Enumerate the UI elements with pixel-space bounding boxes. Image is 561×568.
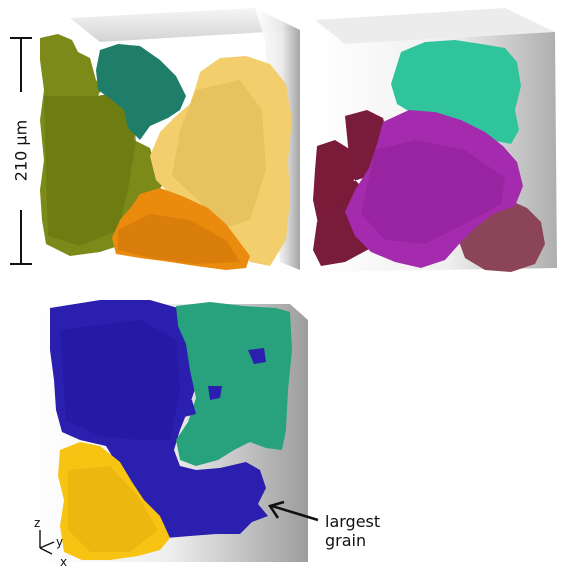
annotation-label: largest grain (325, 512, 405, 550)
bounding-box-top (315, 8, 555, 44)
grain-orange-shade (118, 214, 240, 264)
annotation-line-1: largest (325, 512, 381, 531)
grain-magenta-shade (361, 140, 505, 244)
scale-bar: 210 µm (0, 30, 40, 270)
grain-gold-shade (68, 466, 158, 552)
annotation-arrow (262, 498, 322, 528)
scale-bar-graphic (10, 37, 32, 265)
axis-x-label: x (60, 555, 67, 568)
grain-render-bottom: z y x (32, 300, 308, 568)
grain-panel-top-right (305, 0, 561, 285)
grain-green-teal (176, 302, 292, 466)
grain-navy-shade (60, 320, 180, 440)
grain-teal-dark (96, 44, 186, 140)
grain-panel-bottom: z y x (20, 290, 310, 568)
arrow-icon (268, 500, 319, 522)
grain-render-top-right (313, 8, 557, 272)
grain-green-teal-holes (176, 348, 266, 418)
grain-maroon-left (313, 140, 357, 228)
grain-olive-shade (44, 92, 136, 246)
scale-bar-label: 210 µm (11, 119, 31, 182)
grain-panel-top-left (0, 0, 300, 285)
annotation-line-2: grain (325, 531, 367, 550)
axis-triad (39, 530, 55, 555)
grain-light-yellow-shade (172, 80, 266, 228)
axis-z-label: z (34, 516, 40, 530)
grain-render-top-left (40, 8, 300, 270)
bounding-box-top (70, 8, 300, 42)
axis-y-label: y (56, 535, 63, 549)
